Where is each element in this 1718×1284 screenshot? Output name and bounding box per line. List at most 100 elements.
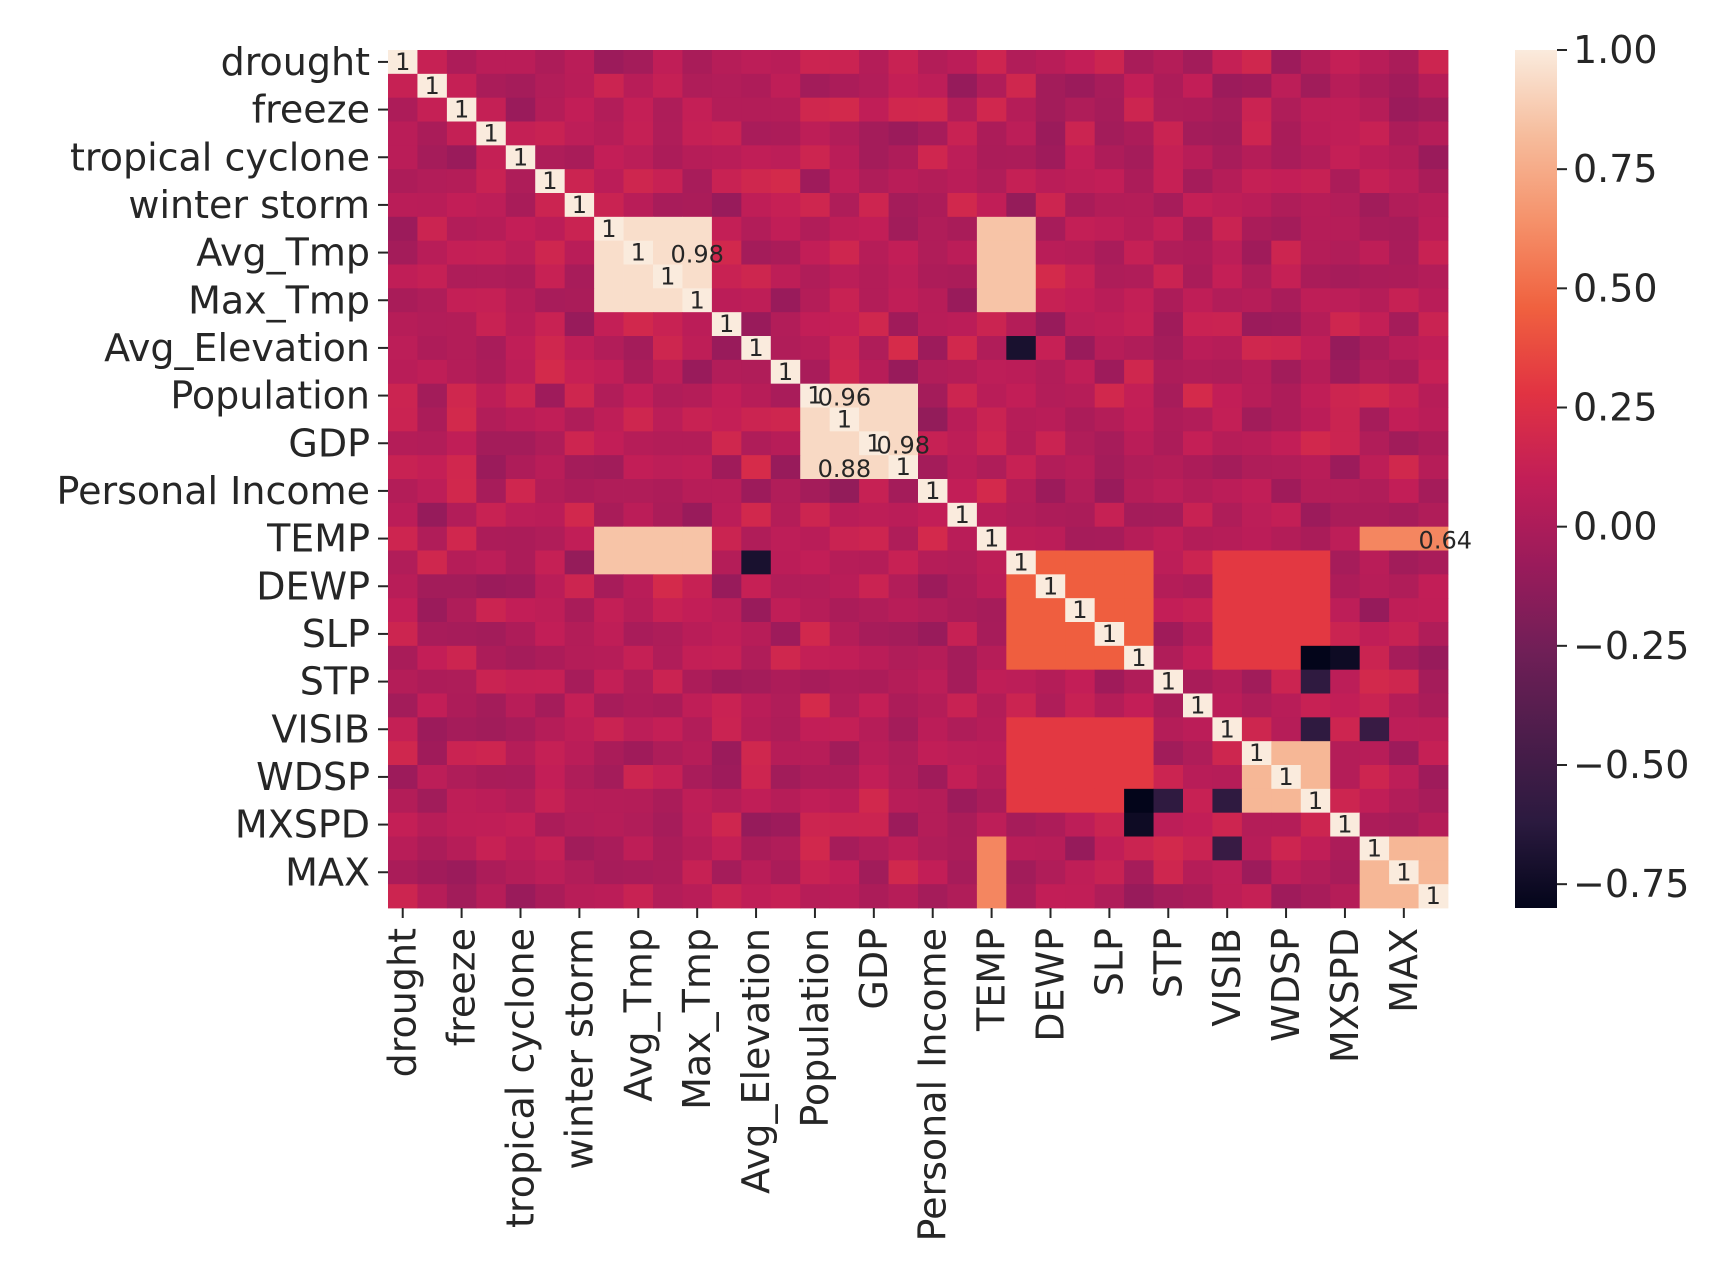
heatmap-cell [623, 216, 654, 242]
heatmap-cell [770, 359, 801, 385]
heatmap-cell [653, 502, 683, 528]
heatmap-cell [1035, 312, 1066, 337]
heatmap-cell [446, 50, 477, 75]
heatmap-cell [829, 455, 860, 480]
heatmap-cell [1389, 383, 1419, 408]
y-tick-label: VISIB [271, 707, 370, 751]
diagonal-annotation: 1 [1308, 787, 1323, 815]
heatmap-cell [623, 50, 654, 75]
heatmap-cell [1183, 645, 1213, 671]
heatmap-cell [1271, 73, 1302, 99]
heatmap-cell [1153, 288, 1184, 313]
heatmap-cell [829, 216, 860, 242]
diagonal-annotation: 1 [807, 382, 822, 410]
heatmap-cell [594, 455, 624, 480]
heatmap-cell [1212, 693, 1243, 718]
heatmap-cell [829, 526, 860, 551]
heatmap-cell [947, 741, 978, 766]
heatmap-cell [535, 860, 566, 885]
heatmap-cell [711, 622, 742, 647]
heatmap-cell [535, 788, 566, 814]
heatmap-cell [976, 884, 1007, 909]
heatmap-cell [1330, 97, 1361, 122]
heatmap-cell [505, 812, 536, 837]
heatmap-cell [653, 860, 683, 885]
heatmap-cell [1183, 884, 1213, 909]
heatmap-cell [388, 645, 418, 671]
heatmap-cell [1212, 502, 1243, 528]
heatmap-cell [1153, 717, 1184, 742]
heatmap-cell [476, 479, 507, 504]
heatmap-cell [859, 741, 889, 766]
heatmap-cell [505, 288, 536, 313]
heatmap-cell [918, 407, 948, 432]
heatmap-cell [859, 431, 889, 456]
heatmap-cell [564, 550, 595, 575]
heatmap-cell [947, 97, 978, 122]
heatmap-cell [918, 860, 948, 885]
heatmap-cell [829, 645, 860, 671]
heatmap-cell [829, 73, 860, 99]
heatmap-cell [800, 884, 831, 909]
heatmap-cell [564, 216, 595, 242]
heatmap-cell [1389, 264, 1419, 289]
heatmap-cell [564, 765, 595, 790]
heatmap-cell [535, 121, 566, 146]
heatmap-cell [711, 884, 742, 909]
heatmap-cell [829, 240, 860, 265]
heatmap-cell [388, 860, 418, 885]
heatmap-cell [446, 407, 477, 432]
heatmap-cell [1359, 479, 1390, 504]
heatmap-cell [859, 502, 889, 528]
heatmap-cell [1183, 526, 1213, 551]
heatmap-cell [976, 264, 1007, 289]
heatmap-cell [1241, 598, 1272, 623]
heatmap-cell [711, 693, 742, 718]
heatmap-cell [1124, 97, 1154, 122]
heatmap-cell [653, 479, 683, 504]
heatmap-cell [1241, 121, 1272, 146]
heatmap-cell [1035, 336, 1066, 361]
heatmap-cell [1183, 717, 1213, 742]
heatmap-cell [1153, 765, 1184, 790]
heatmap-cell [446, 312, 477, 337]
heatmap-cell [1330, 717, 1361, 742]
heatmap-cell [417, 288, 448, 313]
heatmap-cell [1418, 383, 1449, 408]
heatmap-cell [1153, 264, 1184, 289]
heatmap-cell [800, 169, 831, 194]
heatmap-cell [682, 550, 713, 575]
heatmap-cell [976, 145, 1007, 170]
y-tick-label: Population [170, 374, 370, 418]
heatmap-cell [1153, 97, 1184, 122]
heatmap-cell [1330, 836, 1361, 861]
heatmap-cell [535, 598, 566, 623]
heatmap-cell [653, 812, 683, 837]
heatmap-cell [1035, 598, 1066, 623]
heatmap-cell [1065, 97, 1096, 122]
heatmap-cell [1153, 693, 1184, 718]
heatmap-cell [446, 812, 477, 837]
x-tick-label: Avg_Tmp [616, 928, 660, 1102]
heatmap-cell [918, 645, 948, 671]
heatmap-cell [623, 455, 654, 480]
heatmap-cell [1271, 240, 1302, 265]
heatmap-cell [1241, 812, 1272, 837]
heatmap-cell [535, 50, 566, 75]
heatmap-cell [1359, 622, 1390, 647]
heatmap-cell [446, 240, 477, 265]
heatmap-cell [653, 741, 683, 766]
heatmap-cell [1389, 455, 1419, 480]
heatmap-cell [711, 741, 742, 766]
heatmap-cell [623, 574, 654, 599]
heatmap-cell [1183, 598, 1213, 623]
heatmap-cell [1359, 50, 1390, 75]
heatmap-cell [417, 264, 448, 289]
heatmap-cell [1153, 73, 1184, 99]
heatmap-cell [888, 193, 919, 218]
heatmap-cell [535, 240, 566, 265]
heatmap-cell [1153, 383, 1184, 408]
heatmap-cell [1094, 812, 1125, 837]
heatmap-cell [388, 765, 418, 790]
heatmap-cell [653, 407, 683, 432]
